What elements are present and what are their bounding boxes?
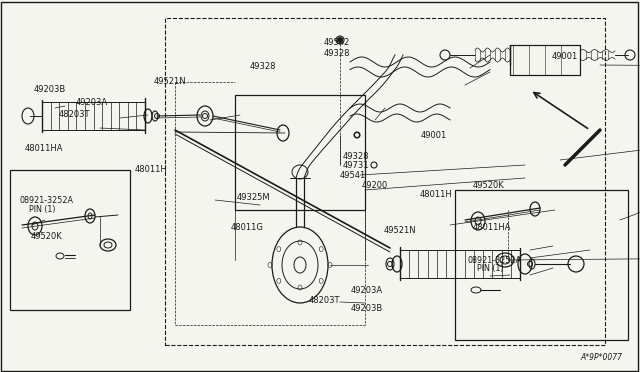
Bar [455,190,628,340]
Text: 49203A: 49203A [76,98,108,107]
Text: 49203A: 49203A [351,286,383,295]
Ellipse shape [338,38,342,42]
Text: 49203B: 49203B [351,304,383,312]
Text: A*9P*0077: A*9P*0077 [580,353,622,362]
Text: 48011H: 48011H [419,190,452,199]
Text: 49325M: 49325M [237,193,271,202]
Bar [10,170,130,310]
Text: 49541: 49541 [339,171,365,180]
Bar [165,18,605,345]
Bar [235,95,365,210]
Text: 49328: 49328 [323,49,349,58]
Text: 49200: 49200 [362,181,388,190]
Text: 48011H: 48011H [134,165,167,174]
Text: 49542: 49542 [323,38,349,47]
Text: 49520K: 49520K [472,181,504,190]
Text: 48203T: 48203T [309,296,340,305]
Text: 48203T: 48203T [59,110,90,119]
Text: 49328: 49328 [250,62,276,71]
Text: 49521N: 49521N [384,226,417,235]
Text: PIN (1): PIN (1) [477,264,503,273]
Text: 08921-3252A: 08921-3252A [467,256,521,265]
Text: 49521N: 49521N [154,77,186,86]
Text: 49001: 49001 [421,131,447,140]
Text: PIN (1): PIN (1) [29,205,55,214]
Ellipse shape [336,36,344,44]
Text: 49328: 49328 [342,152,369,161]
Text: 48011HA: 48011HA [472,223,511,232]
Text: 08921-3252A: 08921-3252A [19,196,73,205]
Text: 49520K: 49520K [31,232,63,241]
Text: 49001: 49001 [552,52,578,61]
Text: 48011HA: 48011HA [24,144,63,153]
Text: 49731: 49731 [342,161,369,170]
Text: 49203B: 49203B [33,85,65,94]
Bar [510,45,580,75]
Bar [510,45,580,75]
Text: 48011G: 48011G [230,223,263,232]
